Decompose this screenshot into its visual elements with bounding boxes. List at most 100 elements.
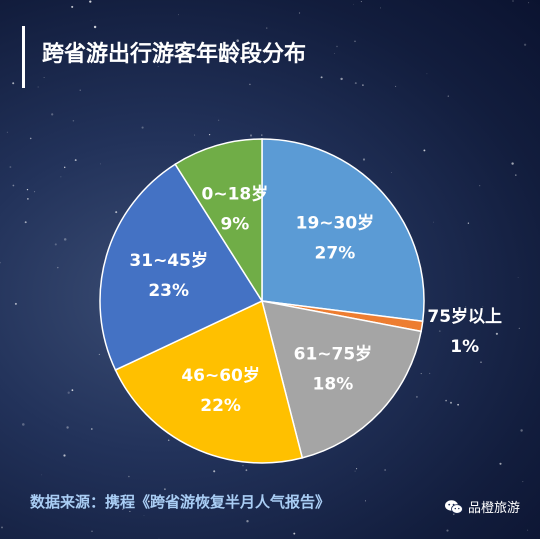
star [26,188,29,191]
pie-slice [260,300,423,459]
star [63,238,67,241]
star [522,481,524,483]
star [63,166,66,169]
star [34,191,36,193]
slice-label: 0~18岁 [202,184,269,205]
star [261,134,263,136]
pie-slice [174,138,263,304]
star [246,520,249,523]
title-accent-bar [22,26,25,88]
star [340,77,343,81]
star [0,261,1,264]
star [98,353,100,355]
star [217,119,220,121]
slice-label: 19~30岁 [296,213,375,234]
star [353,3,354,5]
star [71,389,74,392]
star [208,133,211,136]
star [90,19,92,21]
star [157,66,159,68]
star [293,532,296,535]
star [12,184,15,187]
star [57,266,59,269]
star [12,82,15,85]
pie-slice [114,299,304,464]
brand-watermark: 品橙旅游 [444,497,520,516]
star [249,83,251,86]
star [1,526,3,529]
star [51,113,54,116]
star [91,530,93,532]
star [14,302,17,305]
star [384,469,386,471]
star [482,306,484,307]
wechat-icon [445,499,463,514]
star [479,185,481,187]
star [202,496,206,499]
star [242,464,244,467]
star [320,76,323,79]
star [164,488,166,491]
star [447,95,449,97]
star [24,221,27,224]
star [423,149,426,152]
star [129,510,131,512]
star [194,134,196,136]
star [143,515,145,516]
star [354,82,357,85]
star [41,474,43,476]
star [360,1,362,3]
star [60,176,62,178]
star [453,513,455,515]
slice-value: 27% [315,244,356,264]
star [523,43,527,46]
star [236,39,239,42]
star [433,221,434,223]
star [450,401,452,404]
slice-label: 31~45岁 [129,250,208,271]
star [54,243,57,246]
star [66,426,69,429]
star [334,53,335,54]
star [426,73,428,75]
star [43,77,45,78]
star [245,469,248,472]
star [63,454,66,457]
star [512,0,514,2]
star [478,510,480,512]
slice-label: 46~60岁 [181,365,260,386]
star [354,470,356,472]
star [147,500,150,503]
slice-value: 22% [200,396,241,416]
star [362,158,366,161]
star [27,198,29,200]
star [213,470,216,473]
star [528,2,530,4]
star [284,507,286,509]
star [420,373,422,375]
slice-value: 23% [148,281,189,301]
star [115,211,118,214]
star [29,137,32,140]
star [67,391,70,394]
star [465,306,467,308]
star [391,172,392,173]
star [362,84,364,86]
star [37,86,39,88]
star [298,12,301,14]
star [446,529,449,532]
star [499,462,502,465]
star [122,508,124,510]
star [520,429,523,432]
star [225,61,228,63]
star [9,166,12,168]
star [178,14,179,16]
pie-slice [99,163,264,371]
slice-value: 9% [220,215,249,235]
star [457,403,459,406]
star [93,25,97,29]
star [511,162,514,165]
star [204,47,207,50]
